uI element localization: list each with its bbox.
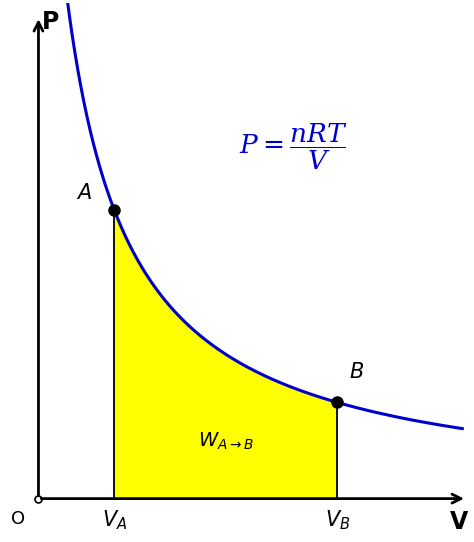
Text: $\mathbf{P}$: $\mathbf{P}$: [41, 10, 59, 34]
Text: $A$: $A$: [76, 183, 92, 203]
Text: $W_{A\rightarrow B}$: $W_{A\rightarrow B}$: [198, 431, 254, 452]
Text: $V_A$: $V_A$: [101, 508, 127, 532]
Text: $P=\dfrac{nRT}{V}$: $P=\dfrac{nRT}{V}$: [238, 122, 347, 172]
Text: O: O: [11, 510, 26, 528]
Text: $\mathbf{V}$: $\mathbf{V}$: [449, 510, 469, 534]
Text: $V_B$: $V_B$: [325, 508, 350, 532]
Text: $B$: $B$: [348, 362, 364, 382]
Polygon shape: [114, 210, 337, 499]
